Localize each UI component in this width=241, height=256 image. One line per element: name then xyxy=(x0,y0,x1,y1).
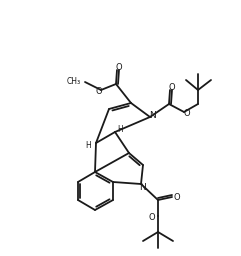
Text: N: N xyxy=(150,111,156,120)
Text: H: H xyxy=(117,124,123,133)
Text: O: O xyxy=(96,88,102,97)
Text: O: O xyxy=(184,109,190,118)
Text: O: O xyxy=(116,62,122,71)
Text: O: O xyxy=(148,214,155,222)
Text: CH₃: CH₃ xyxy=(67,78,81,87)
Text: O: O xyxy=(169,82,175,91)
Text: O: O xyxy=(174,193,180,201)
Text: N: N xyxy=(140,183,146,191)
Text: H: H xyxy=(85,141,91,150)
